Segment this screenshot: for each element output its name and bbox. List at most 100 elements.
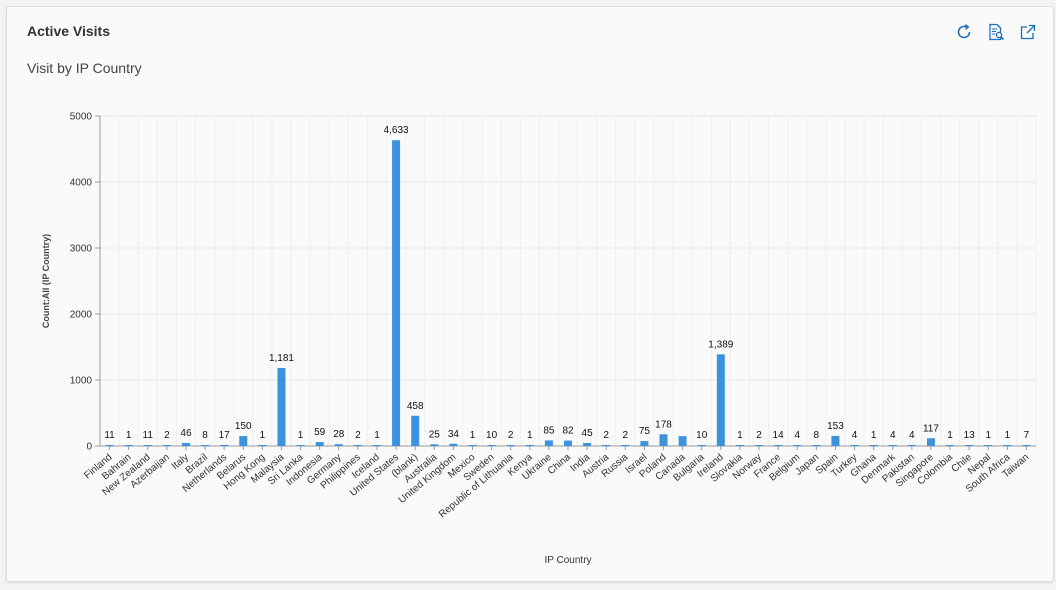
bar-hong-kong[interactable]: [258, 445, 267, 446]
data-label: 2: [164, 430, 170, 441]
bar-mexico[interactable]: [468, 445, 477, 446]
bar-slovakia[interactable]: [735, 445, 744, 446]
data-label: 85: [543, 425, 555, 436]
bar-united-states[interactable]: [392, 140, 401, 447]
open-external-icon: [1020, 24, 1036, 40]
data-label: 8: [202, 430, 208, 441]
data-label: 14: [773, 430, 785, 441]
data-label: 117: [923, 423, 939, 434]
bar-sweden[interactable]: [487, 445, 496, 446]
bar-bulgaria[interactable]: [697, 445, 706, 446]
bar-italy[interactable]: [181, 442, 190, 446]
bar-china[interactable]: [564, 440, 572, 446]
data-label: 7: [1024, 430, 1030, 441]
bar-belarus[interactable]: [239, 436, 248, 446]
refresh-button[interactable]: [953, 21, 975, 43]
y-axis-title: Count:All (IP Country): [41, 234, 51, 328]
y-tick-label: 4000: [70, 178, 93, 189]
bar-turkey[interactable]: [850, 445, 859, 446]
bar-nepal[interactable]: [984, 445, 993, 446]
bar-blank[interactable]: [411, 415, 420, 446]
data-label: 1: [871, 430, 877, 441]
data-label: 1: [947, 430, 953, 441]
data-label: 4: [794, 430, 800, 441]
data-label: 1: [470, 430, 476, 441]
bar-ghana[interactable]: [869, 445, 878, 446]
bar-austria[interactable]: [602, 445, 611, 446]
bar-australia[interactable]: [430, 444, 439, 446]
data-label: 8: [814, 430, 820, 441]
data-label: 25: [429, 429, 441, 440]
bar-new-zealand[interactable]: [143, 445, 152, 446]
inspect-data-button[interactable]: [985, 21, 1007, 43]
bar-netherlands[interactable]: [220, 444, 229, 446]
data-label: 10: [696, 430, 708, 441]
data-label: 10: [486, 430, 498, 441]
bar-kenya[interactable]: [525, 445, 534, 446]
data-label: 2: [603, 430, 609, 441]
bar-chile[interactable]: [965, 445, 974, 446]
bar-malaysia[interactable]: [277, 368, 286, 446]
y-tick-label: 0: [86, 442, 92, 453]
bar-colombia[interactable]: [946, 445, 955, 446]
bar-south-africa[interactable]: [1003, 445, 1012, 446]
bar-republic-of-lithuania[interactable]: [506, 445, 515, 446]
data-label: 1: [1005, 430, 1011, 441]
bar-canada[interactable]: [678, 436, 687, 446]
chart-subtitle: Visit by IP Country: [27, 60, 142, 76]
data-label: 45: [582, 428, 594, 439]
data-label: 1: [298, 430, 304, 441]
bar-iceland[interactable]: [372, 445, 381, 446]
bar-belgium[interactable]: [793, 445, 802, 446]
bar-taiwan[interactable]: [1022, 445, 1031, 446]
data-label: 11: [143, 430, 154, 441]
x-axis-title: IP Country: [544, 555, 591, 566]
inspect-data-icon: [989, 23, 1005, 41]
data-label: 75: [639, 426, 651, 437]
bar-ukraine[interactable]: [544, 440, 553, 446]
data-label: 150: [235, 421, 252, 432]
bar-ireland[interactable]: [716, 354, 725, 446]
bar-israel[interactable]: [640, 441, 649, 446]
bar-finland[interactable]: [105, 445, 114, 446]
bar-indonesia[interactable]: [315, 442, 324, 446]
y-tick-label: 3000: [70, 244, 93, 255]
bar-brazil[interactable]: [201, 445, 210, 446]
y-tick-label: 1000: [70, 376, 93, 387]
data-label: 1: [126, 430, 132, 441]
bar-france[interactable]: [774, 445, 783, 446]
bar-norway[interactable]: [755, 445, 764, 446]
data-label: 1: [260, 430, 266, 441]
data-label: 34: [448, 429, 460, 440]
bar-united-kingdom[interactable]: [449, 443, 458, 446]
data-label: 11: [104, 430, 115, 441]
bar-germany[interactable]: [334, 444, 343, 446]
open-external-button[interactable]: [1017, 21, 1039, 43]
bar-pakistan[interactable]: [907, 445, 916, 446]
data-label: 1: [737, 430, 743, 441]
data-label: 153: [827, 421, 844, 432]
panel-toolbar: [953, 21, 1039, 43]
data-label: 1,181: [269, 353, 294, 364]
bar-india[interactable]: [583, 443, 592, 446]
bar-bahrain[interactable]: [124, 445, 133, 446]
data-label: 17: [219, 430, 231, 441]
bar-poland[interactable]: [659, 434, 668, 446]
data-label: 2: [355, 430, 361, 441]
bar-azerbaijan[interactable]: [162, 445, 171, 446]
data-label: 13: [964, 430, 976, 441]
data-label: 4: [890, 430, 896, 441]
bar-japan[interactable]: [812, 445, 821, 446]
bar-russia[interactable]: [621, 445, 630, 446]
bar-spain[interactable]: [831, 435, 840, 446]
bar-philippines[interactable]: [353, 445, 362, 446]
data-label: 59: [314, 427, 326, 438]
bar-sri-lanka[interactable]: [296, 445, 305, 446]
panel-title: Active Visits: [27, 23, 111, 39]
bar-denmark[interactable]: [888, 445, 897, 446]
bar-singapore[interactable]: [926, 438, 935, 446]
y-tick-label: 5000: [70, 112, 93, 123]
data-label: 28: [333, 429, 345, 440]
